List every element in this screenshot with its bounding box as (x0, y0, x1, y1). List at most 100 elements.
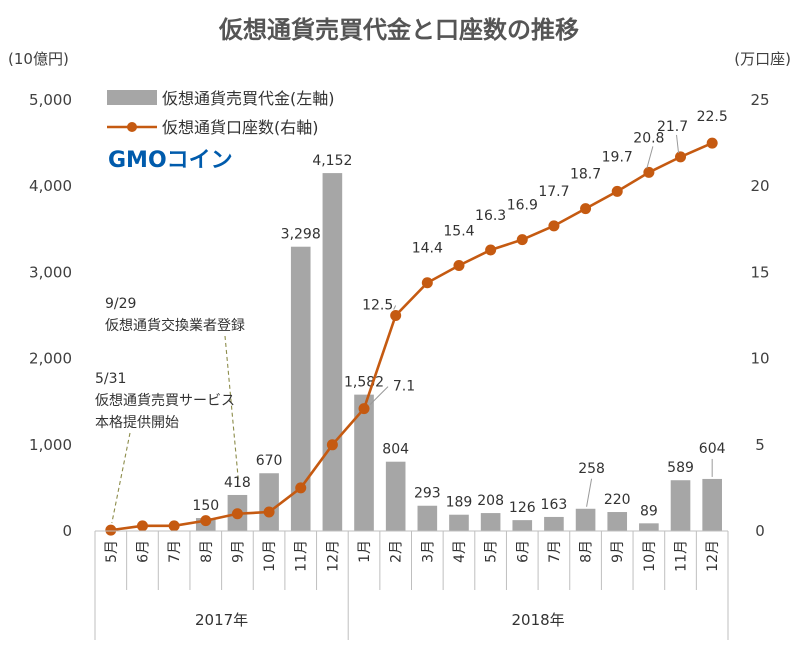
account-line-marker (516, 234, 528, 246)
line-data-label: 14.4 (412, 241, 443, 257)
bar (449, 514, 469, 531)
line-data-label: 12.5 (362, 298, 393, 314)
account-line-marker (421, 277, 433, 289)
bar (702, 478, 722, 531)
left-tick-label: 4,000 (29, 177, 72, 195)
account-line-marker (453, 260, 465, 272)
line-label-leader (369, 386, 389, 405)
month-label: 6月 (135, 540, 151, 563)
x-axis: 5月 6月 7月 8月 9月 10月 11月 12月 1月 2月 3月 4月 5月 6月 7月 8月 9月 10月… (94, 531, 729, 640)
left-axis-unit: (10億円) (8, 50, 69, 68)
chart-title: 仮想通貨売買代金と口座数の推移 (218, 16, 579, 44)
line-label-leader (646, 146, 654, 169)
legend-bar-label: 仮想通貨売買代金(左軸) (162, 89, 335, 108)
bar (259, 473, 279, 531)
annotation-text: 仮想通貨売買サービス (95, 392, 235, 409)
month-label: 12月 (325, 540, 341, 572)
account-line-marker (390, 310, 402, 321)
month-label: 1月 (357, 540, 373, 563)
line-data-label: 19.7 (602, 149, 633, 165)
account-line-marker (326, 439, 338, 451)
month-label: 9月 (610, 540, 626, 563)
line-data-label: 21.7 (657, 119, 688, 135)
bar (639, 523, 659, 531)
left-tick-label: 3,000 (29, 263, 72, 281)
bar (607, 512, 628, 531)
line-data-label: 18.7 (570, 167, 601, 183)
right-tick-label: 20 (750, 177, 769, 195)
bar-data-label: 208 (477, 493, 504, 509)
left-tick-label: 0 (62, 522, 72, 540)
account-line-marker (548, 220, 560, 232)
account-line-marker (295, 482, 307, 494)
month-label: 4月 (452, 540, 468, 563)
bar-data-label: 150 (192, 498, 219, 514)
bar-data-label: 258 (578, 461, 605, 477)
right-tick-label: 15 (750, 263, 769, 281)
bar-data-label: 220 (604, 492, 631, 508)
bar-data-label: 4,152 (312, 153, 352, 169)
bar-data-label: 1,582 (344, 375, 384, 391)
legend: 仮想通貨売買代金(左軸) 仮想通貨口座数(右軸) (107, 89, 335, 137)
annotation-leader (224, 335, 239, 482)
bar (512, 520, 533, 531)
account-line-marker (263, 506, 275, 518)
month-label: 2月 (389, 540, 405, 563)
legend-bar-swatch (107, 90, 157, 105)
account-line-marker (611, 185, 623, 197)
left-tick-label: 1,000 (29, 436, 72, 454)
bar (480, 513, 501, 531)
bar-label-leader (586, 478, 593, 507)
bar-data-label: 163 (541, 497, 568, 513)
line-data-labels: 7.112.514.415.416.316.917.718.719.720.82… (362, 109, 728, 405)
account-line-marker (168, 520, 180, 532)
month-label: 6月 (515, 540, 531, 563)
bar-data-label: 189 (446, 495, 473, 511)
gmo-coin-logo: GMOコイン (108, 148, 233, 173)
annotation-leader (111, 432, 131, 524)
month-label: 5月 (104, 540, 120, 563)
line-data-label: 16.3 (475, 208, 506, 224)
bar-data-label: 670 (256, 453, 283, 469)
bar-data-label: 89 (640, 503, 658, 519)
right-tick-label: 5 (755, 436, 765, 454)
legend-line-label: 仮想通貨口座数(右軸) (162, 118, 319, 137)
year-label: 2018年 (512, 611, 565, 629)
annotation-text: 仮想通貨交換業者登録 (105, 317, 245, 334)
bar (322, 173, 343, 531)
account-line-marker (231, 508, 243, 520)
bar-data-labels: 150 418 670 3,298 4,152 1,582 804 293 189 208 126 1… (192, 153, 725, 519)
left-axis-ticks: 0 1,000 2,000 3,000 4,000 5,000 (29, 91, 72, 540)
account-line-marker (485, 244, 497, 256)
month-label: 3月 (420, 540, 436, 563)
account-line-marker (643, 166, 655, 178)
annotation-text: 9/29 (105, 296, 136, 312)
bar-data-label: 804 (382, 442, 409, 458)
account-line-marker (105, 524, 117, 536)
left-tick-label: 5,000 (29, 91, 72, 109)
left-tick-label: 2,000 (29, 350, 72, 368)
right-tick-label: 10 (750, 350, 769, 368)
month-label: 7月 (167, 540, 183, 563)
line-label-leader (393, 305, 397, 310)
right-tick-label: 25 (750, 91, 769, 109)
bar (417, 505, 438, 531)
line-data-label: 22.5 (697, 109, 728, 125)
account-line (110, 141, 713, 532)
line-data-label: 20.8 (633, 130, 664, 146)
account-line-marker (580, 203, 592, 215)
annotation-text: 本格提供開始 (95, 415, 179, 431)
line-data-label: 7.1 (393, 379, 415, 395)
right-axis-ticks: 0 5 10 15 20 25 (750, 91, 769, 540)
month-label: 10月 (262, 540, 278, 572)
month-label: 5月 (484, 540, 500, 563)
bar (670, 480, 691, 531)
line-data-label: 17.7 (538, 184, 569, 200)
month-label: 11月 (674, 540, 690, 572)
bar-data-label: 293 (414, 486, 441, 502)
bar-data-label: 418 (224, 475, 251, 491)
bar (290, 246, 311, 531)
account-line-marker (136, 520, 148, 532)
